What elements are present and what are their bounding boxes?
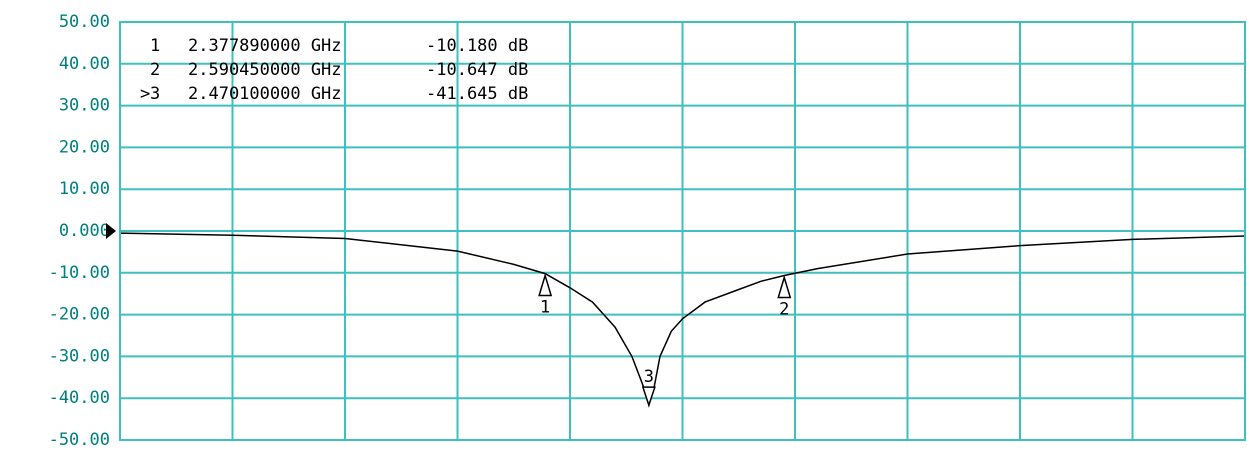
y-tick-label: 40.00: [59, 54, 110, 74]
marker-symbol: [777, 274, 792, 299]
marker-frequency: 2.377890000 GHz: [188, 36, 342, 56]
marker-symbol: [538, 272, 553, 297]
marker-value: -41.645 dB: [426, 84, 528, 104]
reference-marker: [106, 223, 116, 239]
y-tick-label: 20.00: [59, 137, 110, 157]
marker-id: 1: [150, 36, 160, 56]
y-tick-label: -50.00: [49, 430, 110, 450]
y-tick-label: 0.000: [59, 221, 110, 241]
marker-value: -10.180 dB: [426, 36, 528, 56]
marker-frequency: 2.470100000 GHz: [188, 84, 342, 104]
y-tick-label: -20.00: [49, 305, 110, 325]
marker-label: 1: [540, 298, 550, 318]
marker-symbol: [641, 386, 656, 408]
trace: [119, 232, 1246, 408]
marker-label: 3: [644, 367, 654, 387]
plot-frame: [119, 21, 1246, 441]
marker-frequency: 2.590450000 GHz: [188, 60, 342, 80]
y-tick-label: -40.00: [49, 388, 110, 408]
marker-label: 2: [779, 300, 789, 320]
marker-id: 3: [150, 84, 160, 104]
y-tick-label: 10.00: [59, 179, 110, 199]
y-tick-label: -30.00: [49, 346, 110, 366]
y-tick-label: 50.00: [59, 12, 110, 32]
active-indicator: >: [140, 84, 150, 104]
y-tick-label: 30.00: [59, 96, 110, 116]
marker-value: -10.647 dB: [426, 60, 528, 80]
y-tick-label: -10.00: [49, 263, 110, 283]
marker-id: 2: [150, 60, 160, 80]
